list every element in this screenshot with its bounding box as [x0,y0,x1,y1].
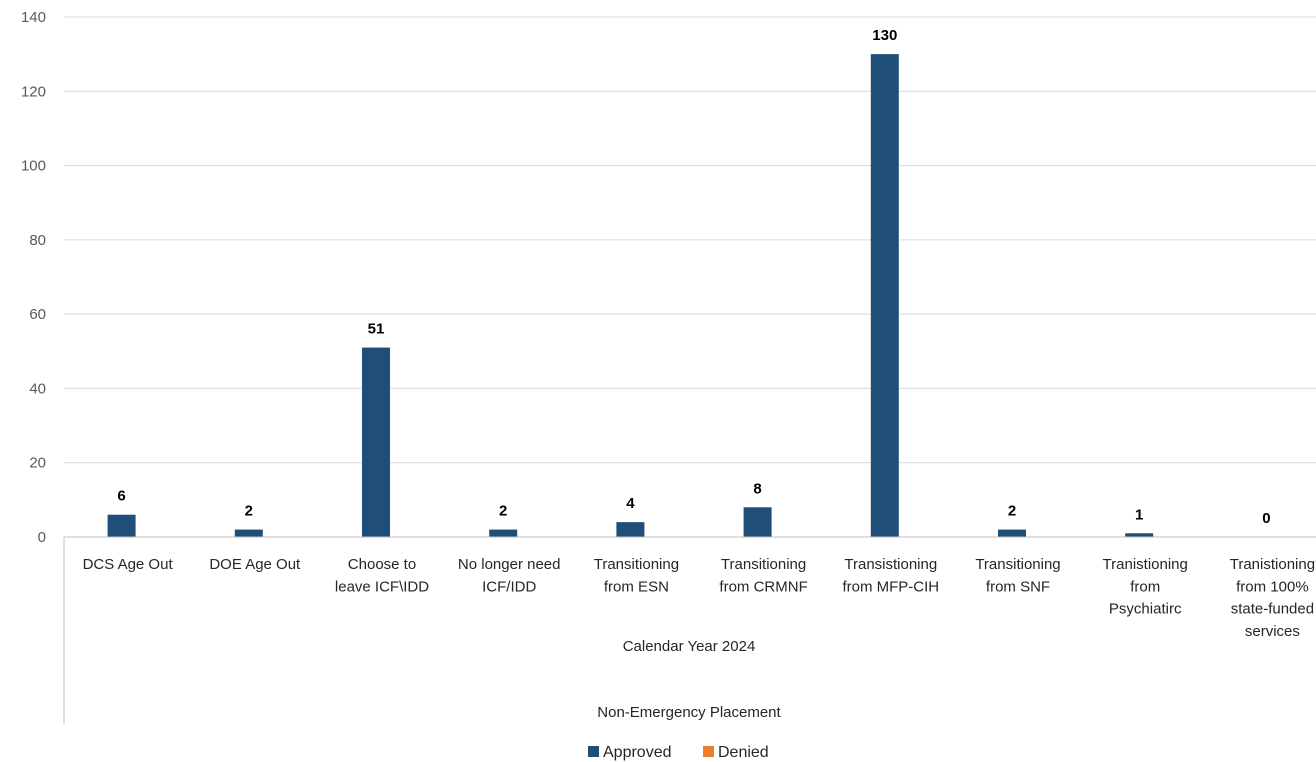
x-axis [63,536,1316,724]
data-label: 6 [117,488,125,505]
category-label-line: from [1130,578,1160,595]
category-label-line: services [1245,623,1300,640]
category-label: Transitioning from CRMNF [719,556,807,595]
category-label-line: from MFP-CIH [842,578,939,595]
group-label-placement: Non-Emergency Placement [597,704,781,721]
bar-approved [998,529,1026,537]
group-label-year: Calendar Year 2024 [623,638,756,655]
data-label: 2 [499,503,507,520]
y-tick-label: 100 [21,158,46,175]
legend-swatch-denied [703,746,714,757]
category-label-line: Transitioning [721,556,806,573]
category-label-line: Choose to [348,556,416,573]
category-labels: DCS Age Out DOE Age Out Choose to leave ICF… [83,556,1315,640]
category-label-line: from 100% [1236,578,1309,595]
y-tick-label: 60 [29,306,46,323]
bar-approved [489,529,518,537]
y-axis-ticks: 0 20 40 60 80 100 120 140 [21,9,46,546]
category-label: Tranistioning from Psychiatirc [1103,556,1188,618]
data-label: 51 [368,321,385,338]
y-tick-label: 40 [29,380,46,397]
category-label-line: Tranistioning [1230,556,1315,573]
category-label-line: state-funded [1231,601,1314,618]
y-tick-label: 80 [29,232,46,249]
category-label-line: ICF/IDD [482,578,536,595]
category-label: Choose to leave ICF\IDD [335,556,429,595]
bar-series [107,54,1154,538]
data-labels: 6 2 51 2 4 8 130 2 1 0 [117,27,1270,527]
data-label: 1 [1135,506,1143,523]
data-label: 130 [872,27,897,44]
y-tick-label: 20 [29,455,46,472]
category-label: Tranistioning from 100% state-funded servic… [1230,556,1315,640]
y-tick-label: 120 [21,83,46,100]
legend: Approved Denied [588,744,769,761]
bar-approved [107,514,136,537]
category-label-line: Transitioning [975,556,1060,573]
y-tick-label: 140 [21,9,46,26]
y-tick-label: 0 [38,529,46,546]
bar-approved [362,347,390,537]
category-label-line: from ESN [604,578,669,595]
category-label: Transitioning from SNF [975,556,1060,595]
category-label: No longer need ICF/IDD [458,556,561,595]
legend-label-denied: Denied [718,744,769,761]
category-label: Transistioning from MFP-CIH [842,556,939,595]
category-label-line: DCS Age Out [83,556,174,573]
category-label-line: Tranistioning [1103,556,1188,573]
data-label: 8 [753,480,761,497]
category-label-line: from SNF [986,578,1050,595]
category-label: Transitioning from ESN [594,556,679,595]
category-label-line: Psychiatirc [1109,601,1182,618]
category-label: DCS Age Out [83,556,174,573]
category-label: DOE Age Out [209,556,301,573]
data-label: 2 [245,503,253,520]
category-label-line: Transitioning [594,556,679,573]
category-label-line: No longer need [458,556,561,573]
data-label: 2 [1008,503,1016,520]
bar-approved [616,522,645,537]
legend-label-approved: Approved [603,744,672,761]
bar-approved [743,507,772,537]
legend-swatch-approved [588,746,599,757]
gridlines [64,16,1316,464]
category-label-line: from CRMNF [719,578,807,595]
bar-approved [870,54,899,538]
data-label: 0 [1262,510,1270,527]
category-label-line: leave ICF\IDD [335,578,429,595]
data-label: 4 [626,495,635,512]
bar-approved [234,529,263,537]
category-label-line: Transistioning [844,556,937,573]
category-label-line: DOE Age Out [209,556,301,573]
bar-approved [1125,533,1154,537]
